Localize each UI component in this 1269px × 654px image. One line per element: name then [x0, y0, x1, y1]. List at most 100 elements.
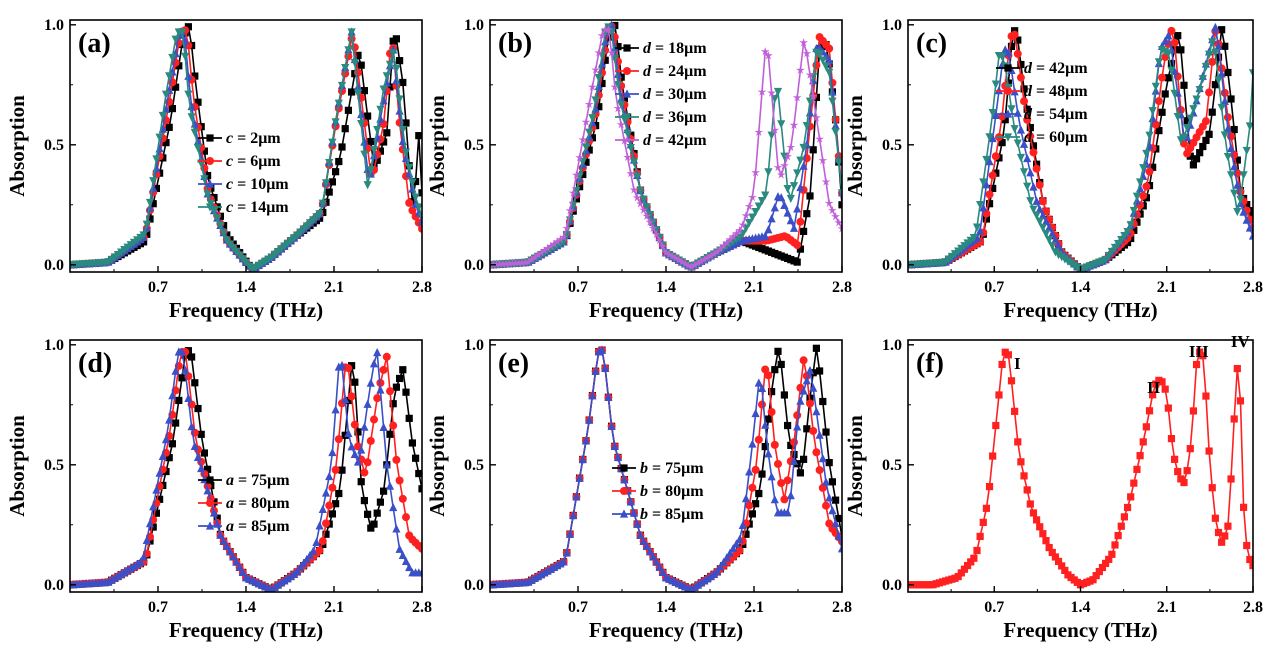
data-point — [1123, 228, 1132, 237]
data-point — [786, 216, 795, 225]
data-point — [321, 179, 331, 188]
data-point — [1105, 555, 1113, 563]
data-point — [1010, 125, 1019, 134]
data-point — [806, 192, 814, 200]
data-point — [412, 454, 420, 462]
legend-label: b = 85μm — [640, 506, 704, 523]
data-point — [156, 495, 164, 503]
data-point — [395, 106, 404, 115]
data-point — [177, 28, 187, 37]
data-point — [1211, 514, 1219, 522]
data-point — [1164, 404, 1172, 412]
data-point — [568, 188, 578, 197]
data-point — [350, 43, 359, 52]
data-point — [382, 460, 391, 469]
series-5 — [490, 25, 842, 271]
y-tick-label: 1.0 — [464, 17, 484, 34]
data-point — [533, 250, 543, 259]
data-point — [629, 185, 639, 194]
data-point — [1230, 162, 1239, 171]
data-point — [1019, 168, 1029, 177]
data-point — [1224, 68, 1232, 77]
data-point — [815, 50, 824, 59]
legend-marker — [205, 203, 215, 212]
legend-item: d = 48μm — [996, 83, 1088, 100]
data-point — [831, 518, 840, 527]
legend-item: b = 75μm — [612, 460, 704, 477]
data-point — [982, 504, 991, 512]
data-point — [786, 491, 795, 500]
data-point — [1004, 351, 1012, 359]
data-point — [575, 152, 584, 162]
data-point — [1174, 467, 1182, 476]
data-point — [1060, 255, 1069, 264]
data-point — [754, 127, 764, 136]
data-point — [286, 571, 295, 581]
legend-label: d = 18μm — [643, 40, 707, 57]
data-point — [325, 501, 334, 510]
data-point — [838, 201, 842, 209]
data-point — [181, 52, 190, 61]
data-point — [793, 240, 802, 249]
data-point — [380, 487, 388, 495]
data-point — [812, 344, 820, 352]
data-point — [1063, 257, 1073, 266]
data-point — [1149, 391, 1157, 399]
legend-label: c = 2μm — [226, 130, 281, 147]
data-point — [1054, 251, 1063, 260]
data-point — [146, 215, 154, 223]
data-point — [1239, 171, 1248, 180]
data-point — [1020, 97, 1029, 106]
data-point — [594, 48, 604, 57]
data-point — [805, 108, 815, 117]
data-point — [1007, 42, 1016, 50]
data-point — [175, 396, 183, 405]
data-point — [382, 72, 391, 81]
series-line — [908, 350, 1253, 586]
data-point — [325, 471, 334, 481]
data-point — [1233, 156, 1241, 164]
data-point — [369, 359, 379, 368]
data-point — [1020, 85, 1028, 93]
data-point — [607, 48, 616, 57]
data-point — [418, 224, 422, 233]
x-axis-title: Frequency (THz) — [589, 298, 743, 322]
data-point — [777, 360, 785, 369]
data-point — [501, 259, 511, 268]
data-point — [1058, 562, 1066, 570]
x-tick-label: 0.7 — [568, 599, 588, 616]
data-point — [415, 469, 422, 478]
data-point — [1016, 153, 1026, 163]
data-point — [1167, 435, 1176, 443]
data-point — [194, 404, 202, 413]
data-point — [168, 53, 177, 63]
data-point — [273, 580, 283, 589]
data-point — [783, 152, 792, 161]
data-point — [818, 453, 827, 463]
data-point — [204, 465, 212, 473]
data-point — [677, 257, 687, 266]
data-point — [991, 80, 1000, 89]
data-point — [1226, 143, 1236, 153]
data-point — [143, 230, 151, 238]
data-point — [597, 31, 607, 40]
data-point — [187, 113, 196, 122]
data-point — [1066, 259, 1076, 268]
data-point — [1032, 516, 1041, 524]
data-point — [1032, 211, 1041, 220]
data-point — [1057, 253, 1066, 262]
data-point — [398, 550, 407, 559]
data-point — [1183, 467, 1191, 475]
data-point — [357, 109, 366, 119]
data-point — [770, 440, 779, 449]
data-point — [777, 120, 786, 129]
data-point — [392, 455, 401, 464]
x-tick-label: 2.8 — [832, 599, 852, 616]
data-point — [616, 120, 626, 129]
data-point — [238, 567, 247, 577]
data-point — [799, 386, 808, 395]
data-point — [1120, 513, 1129, 521]
data-point — [1177, 475, 1185, 483]
data-point — [642, 211, 652, 220]
data-point — [1136, 452, 1144, 460]
